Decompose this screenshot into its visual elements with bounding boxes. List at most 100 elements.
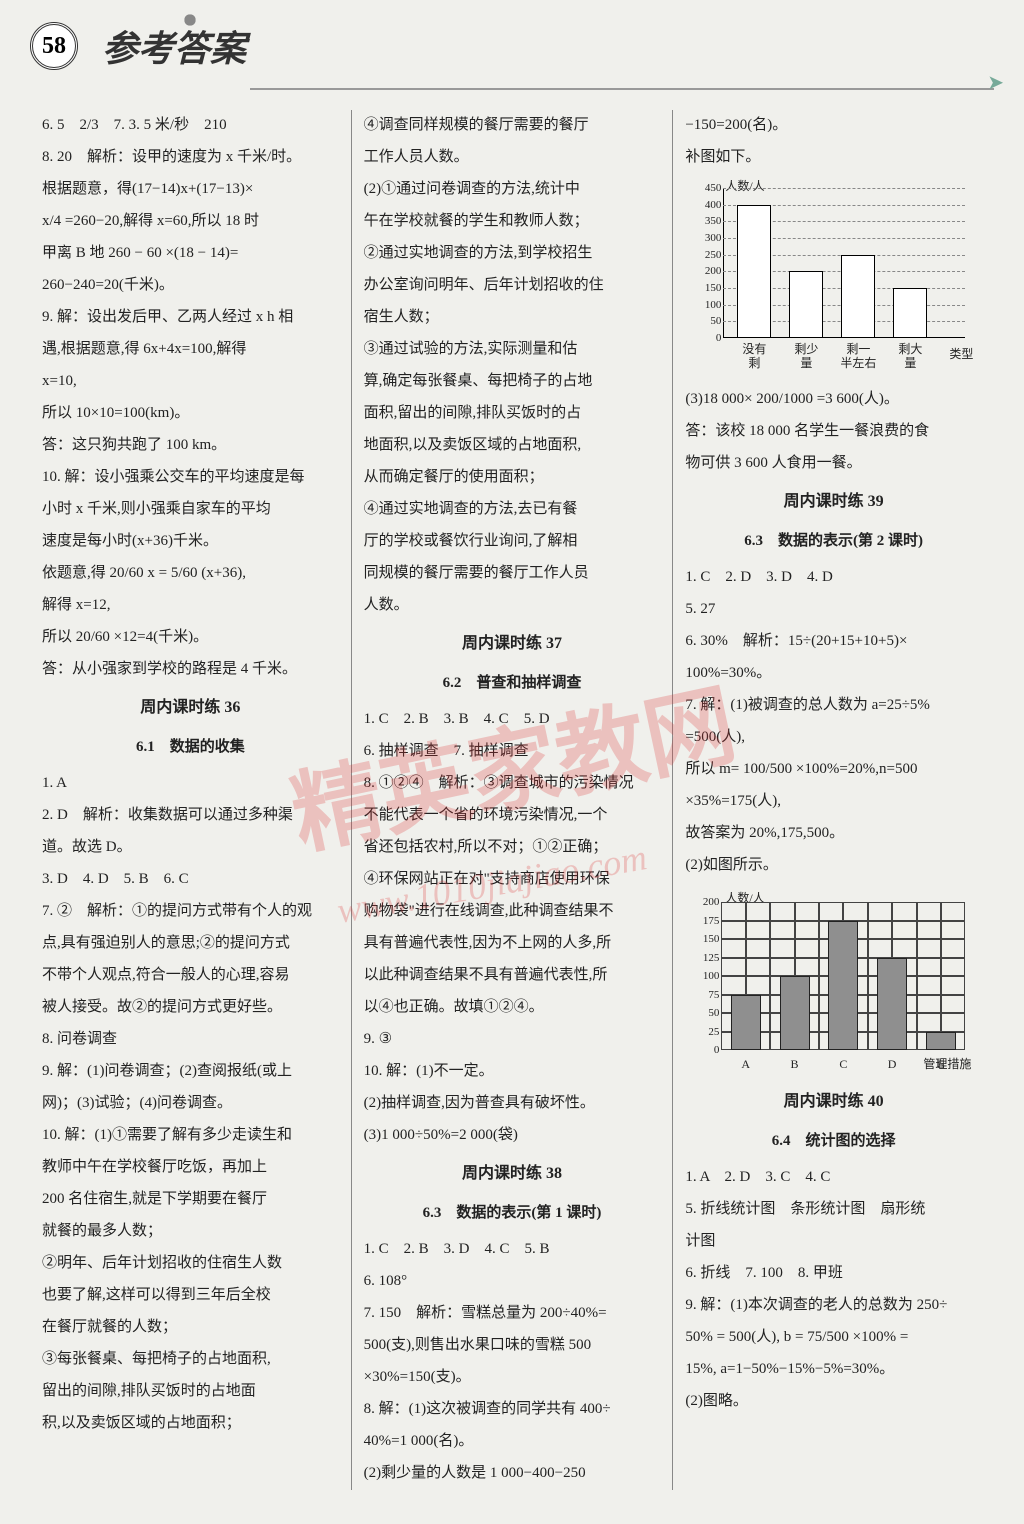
text-line: ②明年、后年计划招收的住宿生人数 (42, 1248, 339, 1278)
text-line: 40%=1 000(名)。 (364, 1426, 661, 1456)
text-line: 教师中午在学校餐厅吃饭，再加上 (42, 1152, 339, 1182)
text-line: 宿生人数； (364, 302, 661, 332)
chart1-xlabel: 剩少量 (786, 338, 826, 371)
text-line: −150=200(名)。 (685, 110, 982, 140)
text-line: ×30%=150(支)。 (364, 1362, 661, 1392)
chart2-bar (828, 921, 858, 1051)
text-line: (2)抽样调查,因为普查具有破坏性。 (364, 1088, 661, 1118)
text-line: 6. 108° (364, 1266, 661, 1296)
text-line: 200 名住宿生,就是下学期要在餐厅 (42, 1184, 339, 1214)
text-line: 6. 30% 解析：15÷(20+15+10+5)× (685, 626, 982, 656)
text-line: 所以 20/60 ×12=4(千米)。 (42, 622, 339, 652)
text-line: 所以 10×10=100(km)。 (42, 398, 339, 428)
chart1-bar (893, 288, 927, 338)
text-line: 6. 5 2/3 7. 3. 5 米/秒 210 (42, 110, 339, 140)
text-line: 3. D 4. D 5. B 6. C (42, 864, 339, 894)
text-line: 9. 解：设出发后甲、乙两人经过 x h 相 (42, 302, 339, 332)
text-line: 留出的间隙,排队买饭时的占地面 (42, 1376, 339, 1406)
text-line: 也要了解,这样可以得到三年后全校 (42, 1280, 339, 1310)
chart1-yaxis (723, 188, 724, 338)
text-line: 100%=30%。 (685, 658, 982, 688)
column-2: ④调查同样规模的餐厅需要的餐厅 工作人员人数。 (2)①通过问卷调查的方法,统计… (351, 110, 673, 1490)
text-line: (2)如图所示。 (685, 850, 982, 880)
chart2-xlabel: B (780, 1050, 810, 1076)
text-line: 遇,根据题意,得 6x+4x=100,解得 (42, 334, 339, 364)
chart2-bar (926, 1032, 956, 1051)
section-subtitle-40: 6.4 统计图的选择 (685, 1126, 982, 1156)
text-line: 7. 150 解析：雪糕总量为 200÷40%= (364, 1298, 661, 1328)
chart2-xlabel: C (828, 1050, 858, 1076)
text-line: =500(人), (685, 722, 982, 752)
chart1-xlabel: 剩大量 (890, 338, 930, 371)
text-line: 以④也正确。故填①②④。 (364, 992, 661, 1022)
text-line: 小时 x 千米,则小强乘自家车的平均 (42, 494, 339, 524)
text-line: 解得 x=12, (42, 590, 339, 620)
text-line: 260−240=20(千米)。 (42, 270, 339, 300)
chart1-xlabel: 没有剩 (734, 338, 774, 371)
text-line: 所以 m= 100/500 ×100%=20%,n=500 (685, 754, 982, 784)
text-line: 1. C 2. D 3. D 4. D (685, 562, 982, 592)
section-title-38: 周内课时练 38 (364, 1158, 661, 1190)
text-line: 网)；(3)试验；(4)问卷调查。 (42, 1088, 339, 1118)
text-line: 厅的学校或餐饮行业询问,了解相 (364, 526, 661, 556)
chart2-bar (731, 995, 761, 1051)
text-line: 50% = 500(人), b = 75/500 ×100% = (685, 1322, 982, 1352)
section-subtitle-36: 6.1 数据的收集 (42, 732, 339, 762)
section-subtitle-38: 6.3 数据的表示(第 1 课时) (364, 1198, 661, 1228)
chart2-xtitle: 管理措施 (923, 1050, 971, 1076)
text-line: 不能代表一个省的环境污染情况,一个 (364, 800, 661, 830)
text-line: (3)18 000× 200/1000 =3 600(人)。 (685, 384, 982, 414)
text-line: 8. 问卷调查 (42, 1024, 339, 1054)
text-line: 7. 解：(1)被调查的总人数为 a=25÷5% (685, 690, 982, 720)
text-line: 1. A 2. D 3. C 4. C (685, 1162, 982, 1192)
text-line: 5. 27 (685, 594, 982, 624)
header-dot-icon (180, 10, 200, 30)
text-line: 1. C 2. B 3. B 4. C 5. D (364, 704, 661, 734)
text-line: ③通过试验的方法,实际测量和估 (364, 334, 661, 364)
text-line: 甲离 B 地 260 − 60 ×(18 − 14)= (42, 238, 339, 268)
text-line: 1. A (42, 768, 339, 798)
text-line: 人数。 (364, 590, 661, 620)
text-line: ③每张餐桌、每把椅子的占地面积, (42, 1344, 339, 1374)
chart2-xlabel: A (731, 1050, 761, 1076)
text-line: 午在学校就餐的学生和教师人数； (364, 206, 661, 236)
page-number: 58 (30, 22, 78, 70)
text-line: 7. ② 解析：①的提问方式带有个人的观 (42, 896, 339, 926)
content-columns: 6. 5 2/3 7. 3. 5 米/秒 210 8. 20 解析：设甲的速度为… (0, 110, 1024, 1490)
text-line: 以此种调查结果不具有普遍代表性,所 (364, 960, 661, 990)
text-line: 10. 解：设小强乘公交车的平均速度是每 (42, 462, 339, 492)
text-line: 购物袋"进行在线调查,此种调查结果不 (364, 896, 661, 926)
text-line: 物可供 3 600 人食用一餐。 (685, 448, 982, 478)
text-line: 速度是每小时(x+36)千米。 (42, 526, 339, 556)
text-line: 5. 折线统计图 条形统计图 扇形统 (685, 1194, 982, 1224)
text-line: 就餐的最多人数； (42, 1216, 339, 1246)
text-line: 工作人员人数。 (364, 142, 661, 172)
chart1-xlabel: 剩一半左右 (838, 338, 878, 371)
column-3: −150=200(名)。 补图如下。 人数/人 0501001502002503… (672, 110, 994, 1490)
text-line: 9. 解：(1)问卷调查；(2)查阅报纸(或上 (42, 1056, 339, 1086)
text-line: ④调查同样规模的餐厅需要的餐厅 (364, 110, 661, 140)
text-line: 依题意,得 20/60 x = 5/60 (x+36), (42, 558, 339, 588)
text-line: x=10, (42, 366, 339, 396)
text-line: 计图 (685, 1226, 982, 1256)
text-line: 8. ①②④ 解析：③调查城市的污染情况 (364, 768, 661, 798)
text-line: 10. 解：(1)不一定。 (364, 1056, 661, 1086)
text-line: 9. 解：(1)本次调查的老人的总数为 250÷ (685, 1290, 982, 1320)
text-line: 8. 20 解析：设甲的速度为 x 千米/时。 (42, 142, 339, 172)
section-title-37: 周内课时练 37 (364, 628, 661, 660)
text-line: 500(支),则售出水果口味的雪糕 500 (364, 1330, 661, 1360)
text-line: (2)①通过问卷调查的方法,统计中 (364, 174, 661, 204)
text-line: 同规模的餐厅需要的餐厅工作人员 (364, 558, 661, 588)
text-line: 地面积,以及卖饭区域的占地面积, (364, 430, 661, 460)
chart1-bar (789, 271, 823, 338)
text-line: 面积,留出的间隙,排队买饭时的占 (364, 398, 661, 428)
text-line: 在餐厅就餐的人数； (42, 1312, 339, 1342)
chart1-bar (737, 205, 771, 338)
text-line: 省还包括农村,所以不对；①②正确； (364, 832, 661, 862)
text-line: 故答案为 20%,175,500。 (685, 818, 982, 848)
text-line: 6. 抽样调查 7. 抽样调查 (364, 736, 661, 766)
text-line: (2)剩少量的人数是 1 000−400−250 (364, 1458, 661, 1488)
bar-chart-1: 人数/人 050100150200250300350400450没有剩剩少量剩一… (695, 178, 975, 378)
section-title-39: 周内课时练 39 (685, 486, 982, 518)
text-line: (2)图略。 (685, 1386, 982, 1416)
